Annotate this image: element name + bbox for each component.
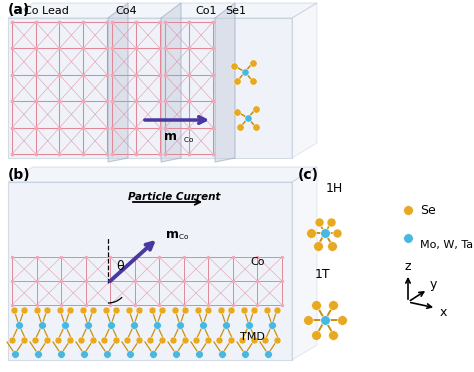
Text: $_{\mathrm{Co}}$: $_{\mathrm{Co}}$ [178, 232, 189, 242]
Text: $\mathbf{m}$: $\mathbf{m}$ [163, 131, 177, 144]
Text: Particle Current: Particle Current [128, 192, 220, 202]
Text: y: y [430, 278, 438, 291]
Polygon shape [215, 3, 235, 162]
Text: θ: θ [116, 260, 124, 273]
Text: Se: Se [420, 203, 436, 217]
Text: x: x [439, 305, 447, 318]
Polygon shape [8, 182, 292, 360]
Text: Co4: Co4 [115, 6, 137, 16]
Text: TMD: TMD [240, 332, 265, 342]
Text: 1H: 1H [325, 182, 343, 195]
Polygon shape [292, 3, 317, 158]
Text: Co Lead: Co Lead [24, 6, 69, 16]
Text: Mo, W, Ta: Mo, W, Ta [420, 240, 473, 250]
Text: Co: Co [250, 257, 264, 267]
Text: Co1: Co1 [195, 6, 217, 16]
Polygon shape [292, 167, 317, 360]
Text: z: z [405, 260, 411, 273]
Text: $\mathbf{m}$: $\mathbf{m}$ [165, 228, 179, 241]
Text: (b): (b) [8, 168, 31, 182]
Text: 1T: 1T [314, 268, 330, 281]
Polygon shape [8, 18, 292, 158]
Text: $_{\mathrm{Co}}$: $_{\mathrm{Co}}$ [183, 135, 194, 145]
Polygon shape [108, 3, 128, 162]
Text: (c): (c) [298, 168, 319, 182]
Text: Se1: Se1 [225, 6, 246, 16]
Polygon shape [8, 167, 317, 182]
Polygon shape [8, 3, 317, 18]
Polygon shape [161, 3, 181, 162]
Text: (a): (a) [8, 3, 30, 17]
